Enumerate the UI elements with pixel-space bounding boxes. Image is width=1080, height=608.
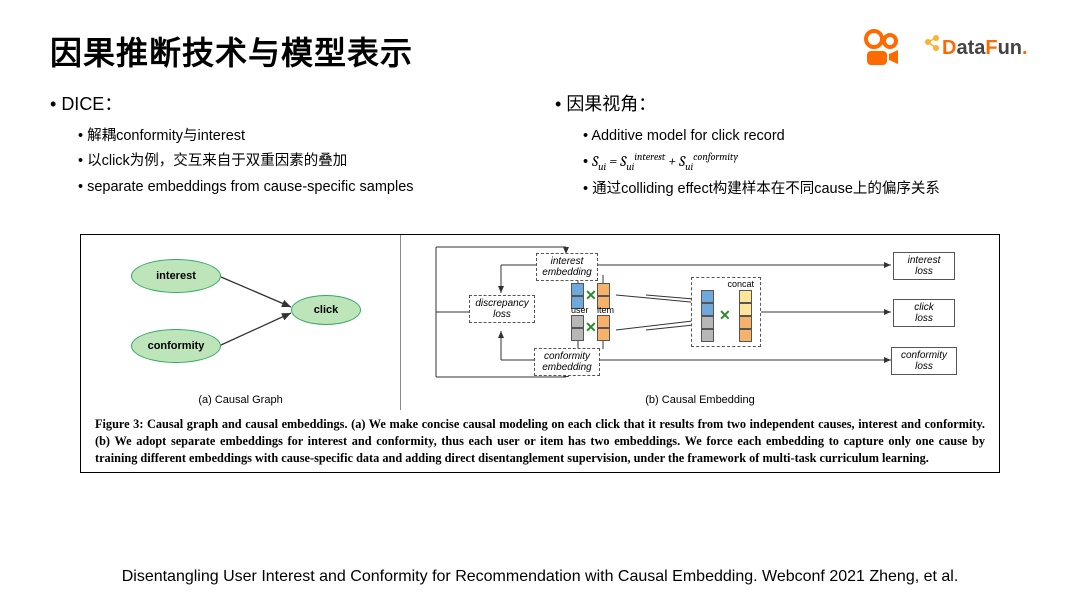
- right-heading: 因果视角：: [555, 90, 1030, 116]
- right-column: 因果视角： Additive model for click record Su…: [555, 90, 1030, 202]
- figure-caption: Figure 3: Causal graph and causal embedd…: [81, 410, 999, 472]
- figure-container: interest conformity click (a) Causal Gra…: [80, 234, 1000, 473]
- interest-embedding-box: interestembedding: [536, 253, 598, 281]
- conformity-loss-box: conformityloss: [891, 347, 957, 375]
- left-item: separate embeddings from cause-specific …: [78, 175, 525, 200]
- page-title: 因果推断技术与模型表示: [50, 28, 413, 74]
- kuaishou-icon: [862, 28, 902, 68]
- right-item-formula: Sui = Suiinterest + Suiconformity: [583, 149, 1030, 177]
- right-item: Additive model for click record: [583, 124, 1030, 149]
- product-icon: ✕: [719, 307, 731, 324]
- conformity-embedding-box: conformityembedding: [534, 348, 600, 376]
- causal-graph-panel: interest conformity click (a) Causal Gra…: [81, 235, 401, 410]
- discrepancy-loss-box: discrepancyloss: [469, 295, 535, 323]
- panel-a-label: (a) Causal Graph: [81, 394, 400, 406]
- content-columns: DICE： 解耦conformity与interest 以click为例，交互来…: [0, 84, 1080, 202]
- user-conformity-emb: [571, 315, 584, 341]
- datafun-logo: DataFun.: [920, 32, 1030, 64]
- causal-embedding-panel: discrepancyloss interestembedding confor…: [401, 235, 999, 410]
- left-item: 以click为例，交互来自于双重因素的叠加: [78, 149, 525, 174]
- left-item: 解耦conformity与interest: [78, 124, 525, 149]
- user-label: user: [571, 305, 589, 315]
- logo-group: DataFun.: [862, 28, 1030, 68]
- left-heading: DICE：: [50, 90, 525, 116]
- concat-user-emb: [701, 290, 714, 342]
- click-loss-box: clickloss: [893, 299, 955, 327]
- citation-text: Disentangling User Interest and Conformi…: [0, 568, 1080, 586]
- concat-item-emb: [739, 290, 752, 342]
- svg-text:DataFun.: DataFun.: [942, 37, 1028, 59]
- panel-b-label: (b) Causal Embedding: [401, 394, 999, 406]
- item-label: item: [597, 305, 614, 315]
- item-conformity-emb: [597, 315, 610, 341]
- left-column: DICE： 解耦conformity与interest 以click为例，交互来…: [50, 90, 525, 202]
- product-icon: ✕: [585, 319, 597, 336]
- interest-loss-box: interestloss: [893, 252, 955, 280]
- product-icon: ✕: [585, 287, 597, 304]
- right-item: 通过colliding effect构建样本在不同cause上的偏序关系: [583, 177, 1030, 202]
